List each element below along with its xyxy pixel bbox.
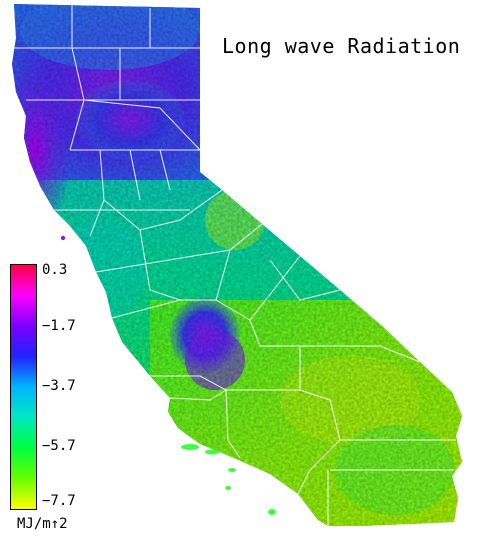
- legend-color-bar: [10, 264, 37, 510]
- legend-tick-label: −3.7: [42, 378, 76, 394]
- legend-tick-label: −7.7: [42, 493, 76, 509]
- coastal-speck: [61, 236, 65, 240]
- legend-units: MJ/m↑2: [17, 516, 68, 532]
- legend-tick-label: −5.7: [42, 438, 76, 454]
- legend-tick-label: 0.3: [42, 262, 68, 278]
- islands: [181, 444, 276, 515]
- map-title: Long wave Radiation: [222, 34, 461, 58]
- legend-tick-label: −1.7: [42, 318, 76, 334]
- county-boundaries: [14, 4, 456, 526]
